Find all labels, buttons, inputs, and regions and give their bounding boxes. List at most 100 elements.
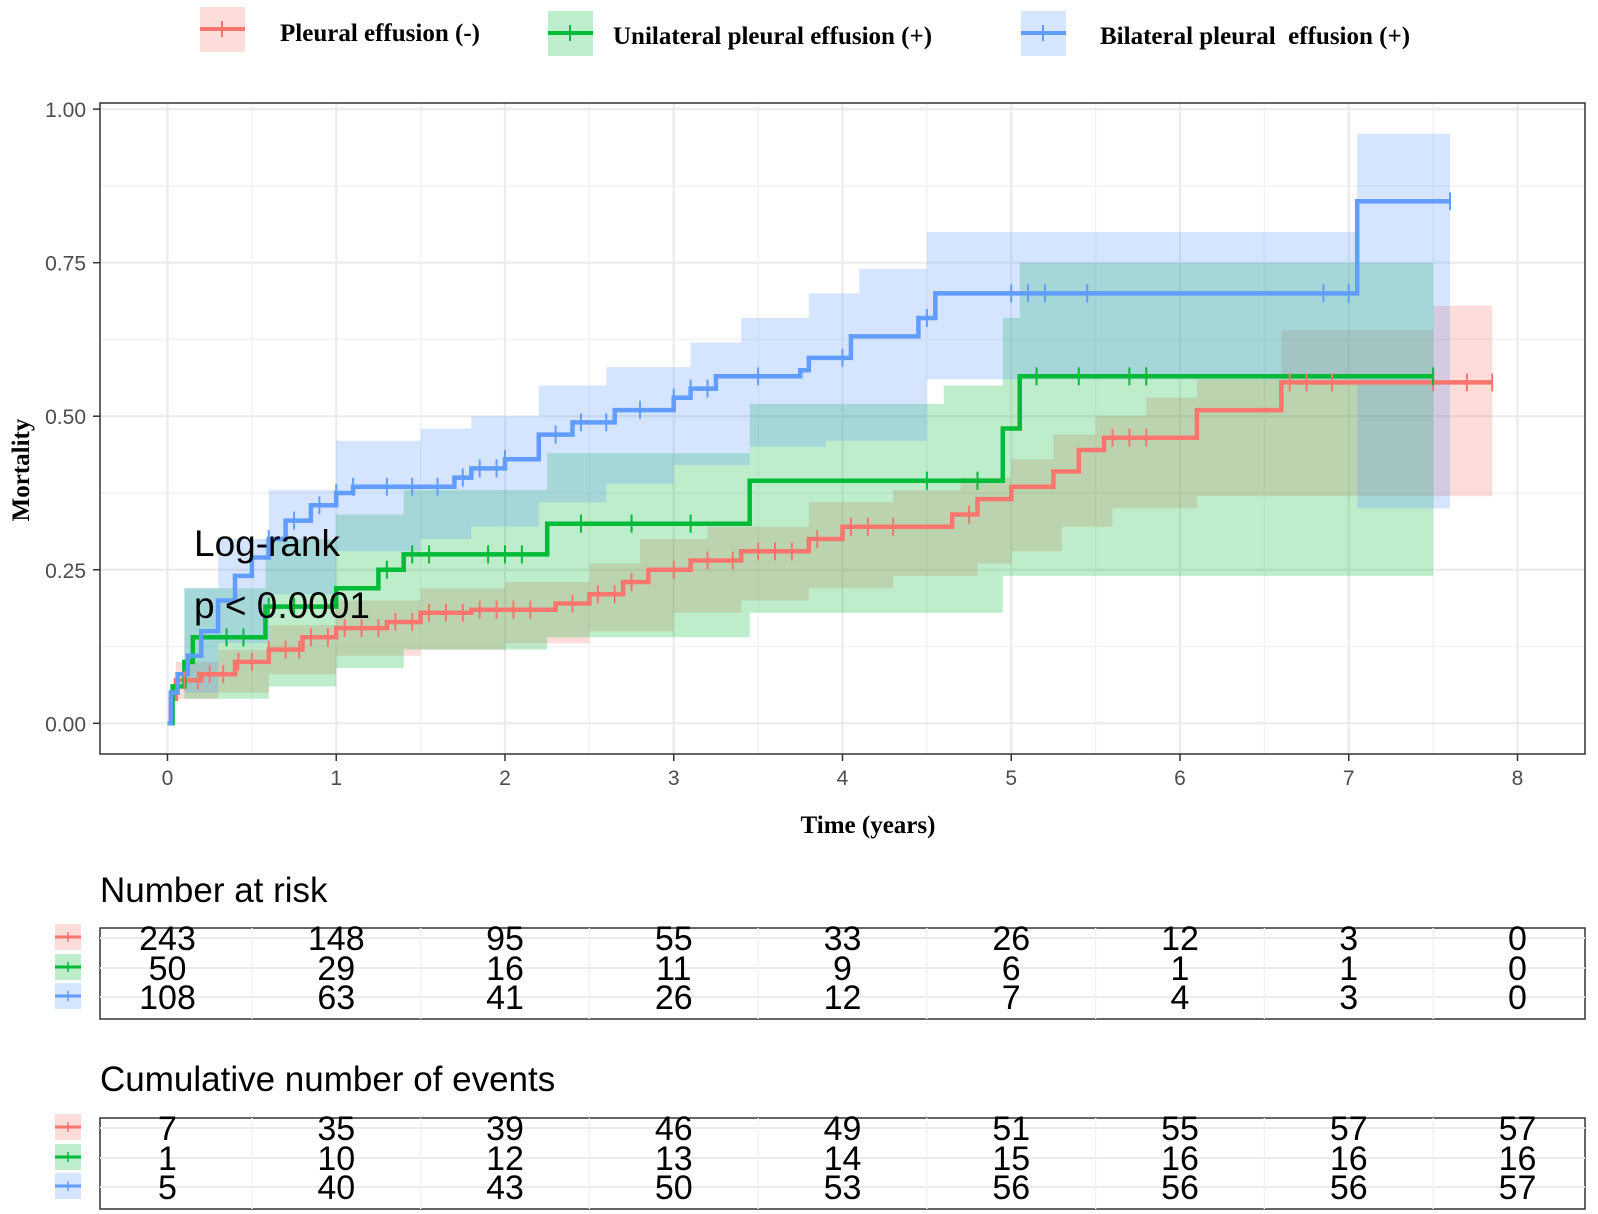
events-cell: 1	[158, 1140, 177, 1178]
grid	[100, 103, 1585, 754]
events-cell: 15	[992, 1140, 1030, 1178]
x-tick-label: 5	[1005, 767, 1017, 790]
risk-table-grid	[100, 928, 1585, 1019]
risk-cell: 3	[1339, 979, 1358, 1017]
events-table-title: Cumulative number of events	[100, 1060, 555, 1099]
events-cell: 16	[1499, 1140, 1537, 1178]
x-tick-label: 3	[668, 767, 680, 790]
events-cell: 49	[824, 1110, 862, 1148]
y-tick-label: 0.25	[45, 560, 86, 583]
events-table-cells: 7 35 39 46 49 51 55 57 57 1 10 12 13 14 15 16 16 16 5 40 43 5…	[158, 1110, 1536, 1207]
risk-cell: 41	[486, 979, 524, 1017]
events-table: Cumulative number of events 7 35 39 46 49 51 5…	[55, 1060, 1586, 1210]
p-value-label: p < 0.0001	[194, 585, 370, 626]
events-cell: 57	[1330, 1110, 1368, 1148]
legend-label-pleural-negative: Pleural effusion (-)	[280, 20, 480, 47]
risk-cell: 1	[1339, 950, 1358, 988]
events-cell: 16	[1330, 1140, 1368, 1178]
x-tick-label: 0	[162, 767, 174, 790]
risk-table-title: Number at risk	[100, 871, 328, 910]
curve-bilateral	[167, 199, 1450, 726]
risk-cell: 26	[655, 979, 693, 1017]
risk-cell: 16	[486, 950, 524, 988]
risk-cell: 11	[656, 950, 691, 988]
x-tick-label: 6	[1174, 767, 1186, 790]
x-axis-title: Time (years)	[801, 812, 936, 839]
legend-item-bilateral[interactable]: Bilateral pleural effusion (+)	[1021, 11, 1410, 56]
plot-panel: 0 1 2 3 4 5 6 7 8 0.00 0.25 0.50 0.75 1.00 Log-rank p…	[8, 99, 1586, 839]
events-cell: 46	[655, 1110, 693, 1148]
risk-table: Number at risk 243 148 95 55 33 26 12 3 050 29 16 1…	[55, 871, 1586, 1020]
risk-cell: 29	[317, 950, 355, 988]
y-tick-label: 1.00	[45, 99, 86, 122]
risk-cell: 0	[1508, 920, 1527, 958]
x-tick-label: 8	[1512, 767, 1524, 790]
y-tick-label: 0.50	[45, 406, 86, 429]
risk-cell: 12	[1161, 920, 1199, 958]
events-cell: 12	[486, 1140, 524, 1178]
risk-cell: 1	[1171, 950, 1190, 988]
events-cell: 57	[1499, 1169, 1537, 1207]
events-cell: 14	[824, 1140, 862, 1178]
events-table-grid	[100, 1118, 1585, 1209]
log-rank-label: Log-rank	[194, 523, 341, 564]
events-table-border	[99, 1117, 1586, 1210]
events-cell: 5	[158, 1169, 177, 1207]
events-cell: 56	[1330, 1169, 1368, 1207]
survival-curves	[167, 199, 1493, 726]
events-cell: 39	[486, 1110, 524, 1148]
curve-pleural-negative	[167, 380, 1493, 726]
ci-band-pleural-negative	[167, 305, 1493, 724]
events-cell: 53	[824, 1169, 862, 1207]
events-cell: 40	[317, 1169, 355, 1207]
events-cell: 50	[655, 1169, 693, 1207]
events-cell: 7	[158, 1110, 177, 1148]
x-tick-label: 4	[837, 767, 849, 790]
risk-cell: 26	[992, 920, 1030, 958]
events-cell: 56	[1161, 1169, 1199, 1207]
risk-cell: 12	[824, 979, 862, 1017]
y-axis-title: Mortality	[8, 418, 35, 521]
risk-cell: 108	[139, 979, 196, 1017]
risk-table-keys	[55, 924, 81, 1009]
axes: 0 1 2 3 4 5 6 7 8 0.00 0.25 0.50 0.75 1.00	[45, 99, 1523, 790]
risk-cell: 50	[149, 950, 187, 988]
risk-cell: 6	[1002, 950, 1021, 988]
events-cell: 16	[1161, 1140, 1199, 1178]
x-tick-label: 1	[330, 767, 342, 790]
events-cell: 43	[486, 1169, 524, 1207]
x-tick-label: 7	[1343, 767, 1355, 790]
legend: Pleural effusion (-) Unilateral pleural …	[200, 7, 1410, 56]
events-cell: 55	[1161, 1110, 1199, 1148]
y-tick-label: 0.75	[45, 253, 86, 276]
risk-cell: 95	[486, 920, 524, 958]
risk-table-border	[99, 927, 1586, 1020]
risk-cell: 9	[833, 950, 852, 988]
ci-band-bilateral	[167, 133, 1450, 724]
risk-cell: 7	[1002, 979, 1021, 1017]
legend-label-bilateral: Bilateral pleural effusion (+)	[1100, 23, 1410, 50]
events-cell: 13	[655, 1140, 693, 1178]
curve-unilateral	[167, 374, 1434, 726]
risk-cell: 63	[317, 979, 355, 1017]
censor-marks	[183, 192, 1494, 690]
risk-cell: 3	[1339, 920, 1358, 958]
x-tick-label: 2	[499, 767, 511, 790]
events-cell: 57	[1499, 1110, 1537, 1148]
risk-cell: 243	[139, 920, 196, 958]
events-cell: 35	[317, 1110, 355, 1148]
events-cell: 10	[317, 1140, 355, 1178]
risk-cell: 33	[824, 920, 862, 958]
events-table-keys	[55, 1114, 81, 1199]
risk-cell: 0	[1508, 950, 1527, 988]
risk-cell: 0	[1508, 979, 1527, 1017]
risk-cell: 4	[1171, 979, 1190, 1017]
y-tick-label: 0.00	[45, 713, 86, 736]
legend-item-pleural-negative[interactable]: Pleural effusion (-)	[200, 7, 480, 52]
events-cell: 51	[992, 1110, 1030, 1148]
legend-item-unilateral[interactable]: Unilateral pleural effusion (+)	[548, 11, 932, 56]
risk-cell: 55	[655, 920, 693, 958]
legend-label-unilateral: Unilateral pleural effusion (+)	[613, 23, 932, 50]
